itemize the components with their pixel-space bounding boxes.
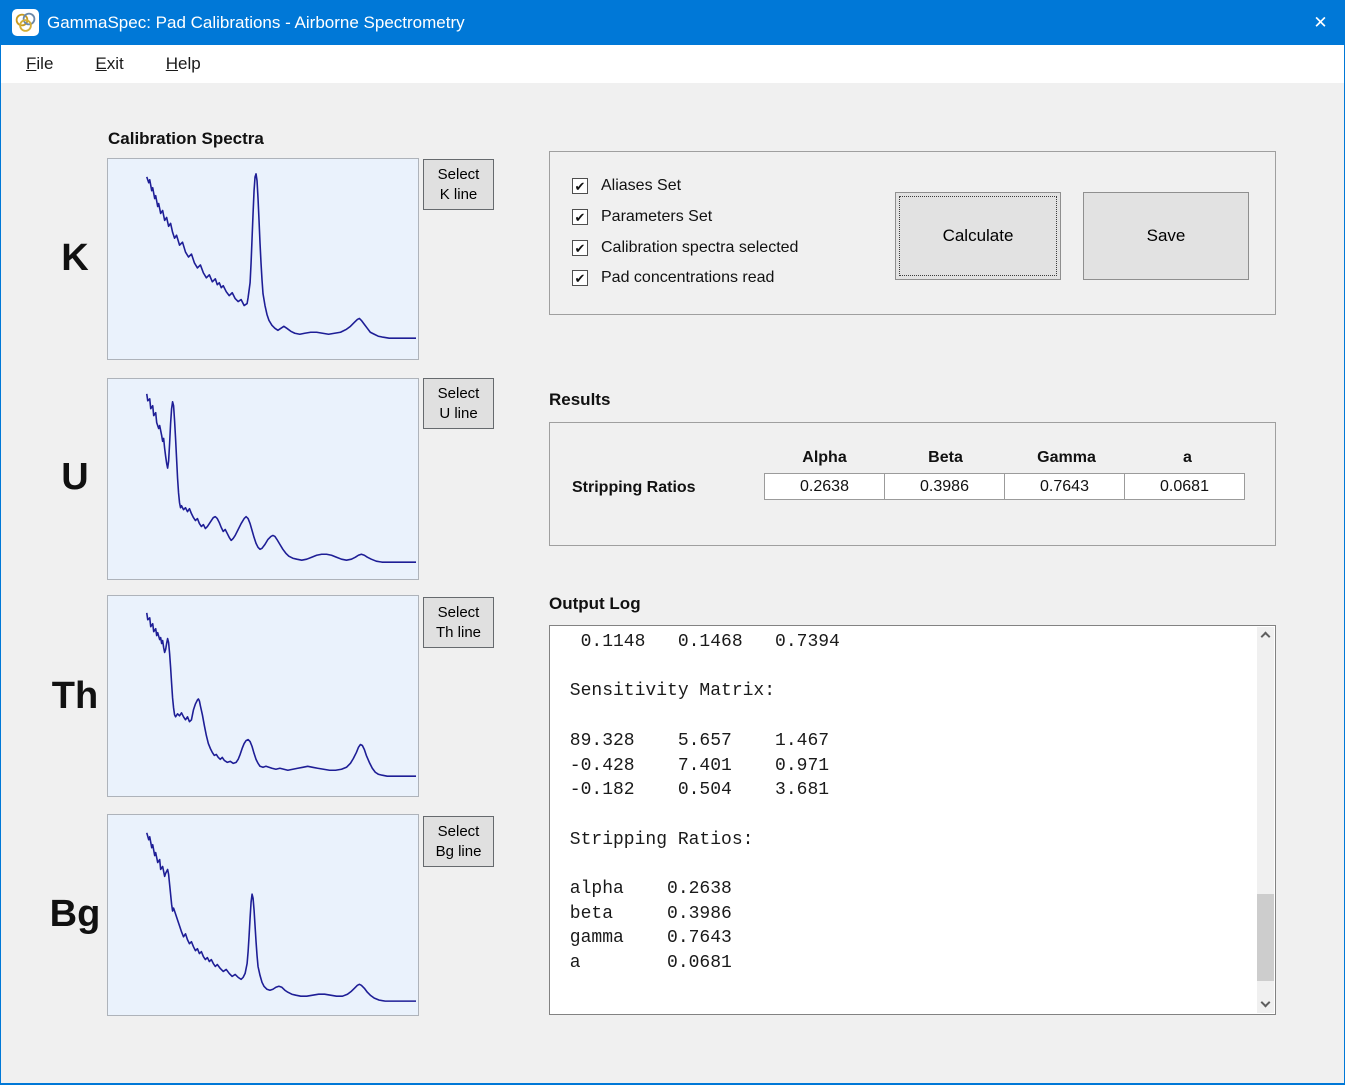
channel-label-bg: Bg (49, 893, 101, 935)
parameters-set-checkbox[interactable]: ✔ (572, 209, 588, 225)
menu-item-help[interactable]: Help (165, 54, 201, 73)
menu-item-file[interactable]: File (26, 54, 54, 73)
spectrum-plot-k (107, 158, 419, 360)
spectrum-plot-bg (107, 814, 419, 1016)
aliases-set-label: Aliases Set (601, 177, 682, 194)
checkbox-row-aliases-set: ✔ Aliases Set (572, 177, 681, 195)
select-k-line-button[interactable]: Select K line (423, 159, 494, 210)
spectrum-plot-th (107, 595, 419, 797)
select-u-line-button[interactable]: Select U line (423, 378, 494, 429)
results-heading: Results (549, 390, 611, 409)
checkbox-row-calibration-spectra: ✔ Calibration spectra selected (572, 239, 798, 257)
stripping-ratios-table: Alpha Beta Gamma a 0.2638 0.3986 0.7643 … (764, 449, 1248, 500)
calibration-spectra-heading: Calibration Spectra (108, 129, 264, 148)
spectrum-line-k (145, 173, 417, 339)
menu-bar: File Exit Help (1, 45, 1344, 83)
beta-value-field: 0.3986 (884, 473, 1005, 500)
parameters-set-label: Parameters Set (601, 208, 713, 225)
column-header-beta: Beta (928, 449, 963, 466)
calibration-spectra-checkbox[interactable]: ✔ (572, 240, 588, 256)
scrollbar-thumb[interactable] (1257, 894, 1274, 981)
spectrum-line-th (145, 612, 417, 777)
output-log-scrollbar[interactable] (1257, 627, 1274, 1013)
channel-label-th: Th (51, 675, 99, 717)
pad-concentrations-checkbox[interactable]: ✔ (572, 270, 588, 286)
results-panel: Stripping Ratios Alpha Beta Gamma a 0.26… (549, 422, 1276, 546)
column-header-alpha: Alpha (802, 449, 847, 466)
select-bg-line-button[interactable]: Select Bg line (423, 816, 494, 867)
spectrum-line-u (145, 393, 417, 563)
output-log-heading: Output Log (549, 594, 641, 613)
alpha-value-field: 0.2638 (764, 473, 885, 500)
save-button[interactable]: Save (1083, 192, 1249, 280)
close-button[interactable]: ✕ (1313, 12, 1328, 32)
channel-label-k: K (61, 237, 89, 279)
column-header-gamma: Gamma (1037, 449, 1096, 466)
scrollbar-down-arrow-icon[interactable] (1257, 996, 1274, 1013)
checkbox-row-parameters-set: ✔ Parameters Set (572, 208, 712, 226)
channel-label-u: U (61, 456, 89, 498)
status-panel: ✔ Aliases Set ✔ Parameters Set ✔ Calibra… (549, 151, 1276, 315)
app-icon (12, 9, 39, 36)
window-title: GammaSpec: Pad Calibrations - Airborne S… (47, 13, 465, 32)
select-th-line-button[interactable]: Select Th line (423, 597, 494, 648)
stripping-ratios-value-row: 0.2638 0.3986 0.7643 0.0681 (764, 473, 1248, 500)
output-log-box: 0.1148 0.1468 0.7394 Sensitivity Matrix:… (549, 625, 1276, 1015)
stripping-ratios-header-row: Alpha Beta Gamma a (764, 449, 1248, 473)
calculate-button[interactable]: Calculate (895, 192, 1061, 280)
calibration-spectra-label: Calibration spectra selected (601, 239, 799, 256)
pad-concentrations-label: Pad concentrations read (601, 269, 775, 286)
gamma-value-field: 0.7643 (1004, 473, 1125, 500)
column-header-a: a (1183, 449, 1192, 466)
aliases-set-checkbox[interactable]: ✔ (572, 178, 588, 194)
a-value-field: 0.0681 (1124, 473, 1245, 500)
spectrum-plot-u (107, 378, 419, 580)
menu-item-exit[interactable]: Exit (95, 54, 124, 73)
stripping-ratios-label: Stripping Ratios (572, 479, 696, 496)
title-bar: GammaSpec: Pad Calibrations - Airborne S… (1, 0, 1344, 45)
checkbox-row-pad-concentrations: ✔ Pad concentrations read (572, 269, 774, 287)
output-log-text[interactable]: 0.1148 0.1468 0.7394 Sensitivity Matrix:… (569, 632, 840, 974)
spectrum-line-bg (145, 832, 417, 1002)
scrollbar-up-arrow-icon[interactable] (1257, 627, 1274, 644)
